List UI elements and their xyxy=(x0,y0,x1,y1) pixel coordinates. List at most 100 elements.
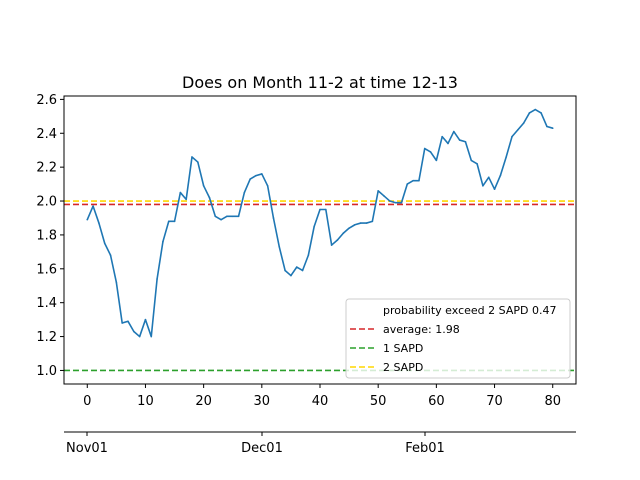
data-point xyxy=(371,220,374,223)
y-tick-label: 1.4 xyxy=(36,296,57,311)
y-tick-label: 2.2 xyxy=(36,161,57,176)
data-point xyxy=(237,215,240,218)
data-point xyxy=(307,254,310,257)
y-tick-label: 2.4 xyxy=(36,127,57,142)
data-point xyxy=(447,142,449,145)
data-point xyxy=(487,176,490,179)
x-tick-label: 80 xyxy=(544,394,561,409)
data-point xyxy=(383,195,385,197)
data-point xyxy=(150,335,153,338)
data-point xyxy=(528,112,531,114)
data-point xyxy=(418,179,420,182)
y-tick-label: 2.0 xyxy=(36,195,57,210)
secondary-tick-label-feb01: Feb01 xyxy=(405,441,445,456)
data-point xyxy=(173,220,176,223)
data-point xyxy=(336,239,339,241)
data-point xyxy=(197,161,199,163)
data-point xyxy=(429,151,432,153)
data-point xyxy=(389,200,391,202)
data-point xyxy=(92,205,94,207)
x-tick-label: 70 xyxy=(486,394,503,409)
data-point xyxy=(202,184,205,187)
data-point xyxy=(156,278,158,280)
data-point xyxy=(365,222,368,224)
data-point xyxy=(359,222,362,224)
data-point xyxy=(534,108,537,111)
data-point xyxy=(342,232,345,235)
data-point xyxy=(127,320,129,323)
data-point xyxy=(133,330,135,333)
data-point xyxy=(255,174,257,177)
data-point xyxy=(493,188,496,190)
data-point xyxy=(441,135,443,138)
data-point xyxy=(522,122,525,124)
data-point xyxy=(179,191,182,194)
data-point xyxy=(162,240,164,243)
data-point xyxy=(330,244,333,246)
data-point xyxy=(231,215,234,218)
data-point xyxy=(354,223,356,226)
data-point xyxy=(278,245,281,248)
data-point xyxy=(319,208,321,211)
y-tick-label: 1.8 xyxy=(36,228,57,243)
data-point xyxy=(243,191,246,194)
data-point xyxy=(220,218,222,221)
data-point xyxy=(109,254,112,257)
data-point xyxy=(435,159,438,162)
x-tick-label: 30 xyxy=(254,394,271,409)
y-tick-label: 1.2 xyxy=(36,330,57,345)
data-point xyxy=(453,130,455,133)
x-tick-label: 0 xyxy=(83,394,91,409)
data-point xyxy=(499,174,502,177)
x-axis: 0 10 20 30 40 50 60 70 80 xyxy=(83,384,561,409)
x-tick-label: 10 xyxy=(137,394,154,409)
legend-label-1-sapd: 1 SAPD xyxy=(383,342,423,355)
data-point xyxy=(115,281,118,284)
data-point xyxy=(517,129,519,131)
data-point xyxy=(476,162,478,165)
data-point xyxy=(261,173,263,175)
data-point xyxy=(98,222,100,224)
data-point xyxy=(144,318,147,321)
data-point xyxy=(482,184,484,187)
data-point xyxy=(412,179,414,182)
y-tick-label: 1.0 xyxy=(36,364,57,379)
plot-frame xyxy=(63,95,577,385)
data-point xyxy=(266,184,269,187)
data-point xyxy=(470,159,473,162)
secondary-tick-label-nov01: Nov01 xyxy=(66,441,108,456)
data-point xyxy=(540,112,542,114)
data-point xyxy=(290,274,292,277)
data-point xyxy=(464,140,467,143)
data-point xyxy=(208,196,211,199)
data-point xyxy=(394,201,397,204)
secondary-date-axis: Nov01 Dec01 Feb01 xyxy=(64,431,576,456)
data-point xyxy=(348,227,350,229)
legend-box xyxy=(345,298,571,379)
data-point xyxy=(423,147,426,150)
data-point xyxy=(400,201,403,204)
data-point xyxy=(301,269,304,272)
data-point xyxy=(458,139,461,141)
data-point xyxy=(406,183,409,185)
legend: probability exceed 2 SAPD 0.47 average: … xyxy=(345,298,571,379)
data-point xyxy=(325,208,327,211)
data-point xyxy=(138,335,141,338)
data-point xyxy=(167,220,170,223)
y-axis: 1.0 1.2 1.4 1.6 1.8 2.0 2.2 2.4 2.6 xyxy=(36,93,64,379)
chart-title: Does on Month 11-2 at time 12-13 xyxy=(182,73,458,92)
data-point xyxy=(86,218,89,221)
y-tick-label: 1.6 xyxy=(36,262,57,277)
legend-header: probability exceed 2 SAPD 0.47 xyxy=(383,304,556,317)
data-point xyxy=(185,198,187,201)
data-series xyxy=(86,108,554,338)
legend-label-2-sapd: 2 SAPD xyxy=(383,361,423,374)
data-point xyxy=(284,269,286,272)
legend-label-average: average: 1.98 xyxy=(383,323,460,336)
data-point xyxy=(121,322,123,324)
data-point xyxy=(551,127,554,129)
data-point xyxy=(103,242,106,245)
data-point xyxy=(505,156,507,158)
data-point xyxy=(511,135,513,138)
